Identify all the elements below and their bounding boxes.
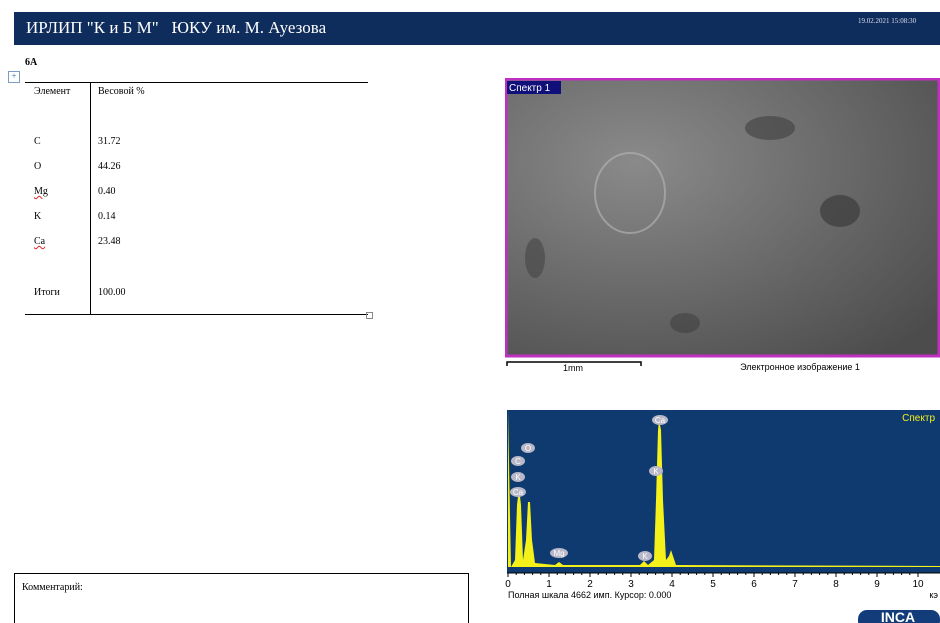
x-tick-label: 10 [912,579,924,590]
peak-label: C [515,457,521,466]
x-tick-label: 4 [669,579,675,590]
x-unit: кэ [929,590,938,600]
x-tick-label: 3 [628,579,634,590]
spectrum-footer: Полная шкала 4662 имп. Курсор: 0.000 [508,590,671,600]
spectrum-title: Спектр [902,413,935,424]
x-tick-label: 0 [505,579,511,590]
x-tick-label: 2 [587,579,593,590]
peak-label: Mg [553,549,564,558]
comment-label: Комментарий: [22,582,83,593]
peak-label: Ca [513,488,524,497]
x-tick-label: 1 [546,579,552,590]
x-tick-label: 5 [710,579,716,590]
page: { "header": {"title": "ИРЛИП \"К и Б М\"… [0,0,940,623]
peak-label: K [515,473,521,482]
x-tick-label: 8 [833,579,839,590]
peak-label: Ca [655,416,666,425]
comment-box [14,573,469,623]
x-tick-label: 6 [751,579,757,590]
peak-label: K [642,552,648,561]
x-tick-label: 9 [874,579,880,590]
x-tick-label: 7 [792,579,798,590]
logo: INCA [881,609,915,623]
spectrum: Спектр O C K Ca Mg K Ca K кэ Полная шкал… [0,0,940,623]
peak-label: O [525,444,531,453]
peak-label: K [653,467,659,476]
